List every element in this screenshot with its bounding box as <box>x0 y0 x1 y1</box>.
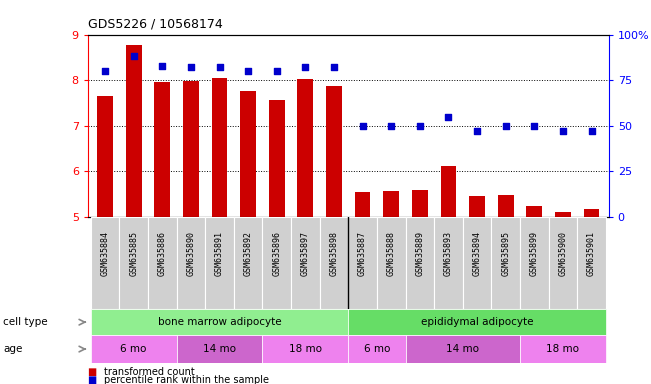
Bar <box>148 217 176 309</box>
Point <box>472 128 482 134</box>
Bar <box>320 217 348 309</box>
Bar <box>584 209 600 217</box>
Text: 6 mo: 6 mo <box>120 344 147 354</box>
Point <box>271 68 282 74</box>
Point <box>157 63 167 69</box>
Point <box>329 65 339 71</box>
Bar <box>234 217 262 309</box>
Bar <box>383 192 399 217</box>
Text: GSM635899: GSM635899 <box>530 231 539 276</box>
Point <box>186 65 196 71</box>
Bar <box>377 217 406 309</box>
Text: percentile rank within the sample: percentile rank within the sample <box>104 375 269 384</box>
Bar <box>126 45 141 217</box>
Bar <box>240 91 256 217</box>
Point <box>443 114 454 120</box>
Bar <box>212 78 227 217</box>
Bar <box>492 217 520 309</box>
Text: GSM635884: GSM635884 <box>100 231 109 276</box>
Text: age: age <box>3 344 23 354</box>
Bar <box>441 166 456 217</box>
Bar <box>119 217 148 309</box>
Bar <box>355 192 370 217</box>
Bar <box>176 335 262 363</box>
Bar <box>269 100 284 217</box>
Point <box>529 123 540 129</box>
Bar <box>262 335 348 363</box>
Text: GSM635888: GSM635888 <box>387 231 396 276</box>
Text: GSM635901: GSM635901 <box>587 231 596 276</box>
Bar <box>154 81 170 217</box>
Point <box>300 65 311 71</box>
Point <box>501 123 511 129</box>
Text: 14 mo: 14 mo <box>446 344 479 354</box>
Point <box>415 123 425 129</box>
Bar <box>520 217 549 309</box>
Bar <box>97 96 113 217</box>
Text: 18 mo: 18 mo <box>289 344 322 354</box>
Bar <box>527 207 542 217</box>
Point <box>357 123 368 129</box>
Text: ■: ■ <box>88 367 100 377</box>
Bar <box>348 335 406 363</box>
Text: 14 mo: 14 mo <box>203 344 236 354</box>
Text: bone marrow adipocyte: bone marrow adipocyte <box>158 317 281 327</box>
Text: GSM635894: GSM635894 <box>473 231 482 276</box>
Bar <box>90 309 348 335</box>
Text: GSM635889: GSM635889 <box>415 231 424 276</box>
Bar <box>348 309 606 335</box>
Text: GSM635897: GSM635897 <box>301 231 310 276</box>
Text: 6 mo: 6 mo <box>364 344 390 354</box>
Point <box>243 68 253 74</box>
Text: GDS5226 / 10568174: GDS5226 / 10568174 <box>88 17 223 30</box>
Bar <box>498 195 514 217</box>
Point <box>587 128 597 134</box>
Point <box>128 53 139 60</box>
Bar <box>577 217 606 309</box>
Point <box>558 128 568 134</box>
Text: GSM635895: GSM635895 <box>501 231 510 276</box>
Bar <box>469 196 485 217</box>
Text: GSM635892: GSM635892 <box>243 231 253 276</box>
Bar <box>406 335 520 363</box>
Bar <box>183 81 199 217</box>
Text: GSM635885: GSM635885 <box>129 231 138 276</box>
Bar <box>205 217 234 309</box>
Bar <box>176 217 205 309</box>
Text: cell type: cell type <box>3 317 48 327</box>
Text: GSM635890: GSM635890 <box>186 231 195 276</box>
Bar <box>555 212 571 217</box>
Text: epididymal adipocyte: epididymal adipocyte <box>421 317 533 327</box>
Text: 18 mo: 18 mo <box>546 344 579 354</box>
Bar <box>434 217 463 309</box>
Text: GSM635896: GSM635896 <box>272 231 281 276</box>
Bar <box>90 217 119 309</box>
Text: GSM635898: GSM635898 <box>329 231 339 276</box>
Bar <box>406 217 434 309</box>
Text: GSM635891: GSM635891 <box>215 231 224 276</box>
Point <box>100 68 110 74</box>
Bar <box>348 217 377 309</box>
Text: GSM635893: GSM635893 <box>444 231 453 276</box>
Bar <box>326 86 342 217</box>
Text: GSM635900: GSM635900 <box>559 231 568 276</box>
Text: GSM635887: GSM635887 <box>358 231 367 276</box>
Bar <box>298 79 313 217</box>
Text: ■: ■ <box>88 375 100 384</box>
Bar <box>412 190 428 217</box>
Point <box>214 65 225 71</box>
Bar <box>90 335 176 363</box>
Point <box>386 123 396 129</box>
Bar <box>463 217 492 309</box>
Text: GSM635886: GSM635886 <box>158 231 167 276</box>
Bar <box>549 217 577 309</box>
Bar <box>291 217 320 309</box>
Bar <box>520 335 606 363</box>
Bar <box>262 217 291 309</box>
Text: transformed count: transformed count <box>104 367 195 377</box>
